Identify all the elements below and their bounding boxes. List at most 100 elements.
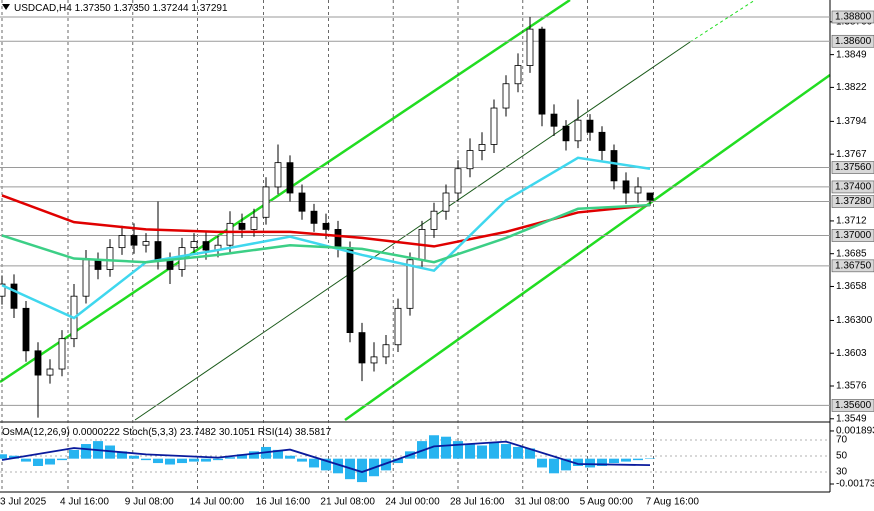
level-label: 1.37280 xyxy=(835,196,872,207)
candle-body xyxy=(526,28,534,66)
level-box xyxy=(831,180,874,194)
osma-bar xyxy=(201,458,211,462)
level-box xyxy=(831,399,874,412)
osma-bar xyxy=(33,458,43,466)
y-tick-label: 1.3822 xyxy=(836,82,867,93)
osma-bar xyxy=(177,458,187,464)
stoch-signal: 30.1051 xyxy=(219,427,256,438)
candle-body xyxy=(274,162,282,188)
candle-body xyxy=(574,119,582,142)
candle-body xyxy=(610,150,618,182)
candle-body xyxy=(634,186,642,194)
level-label: 1.37560 xyxy=(835,162,872,173)
osma-bar xyxy=(537,458,547,468)
candle-body xyxy=(118,235,126,249)
candle-body xyxy=(394,307,402,346)
level-box xyxy=(831,10,874,24)
channel-middle xyxy=(134,41,691,421)
stoch-main: 23.7482 xyxy=(180,427,217,438)
candle-body xyxy=(370,356,378,364)
candle-body xyxy=(142,241,150,246)
y-tick-label: 1.3603 xyxy=(836,348,867,359)
osma-tick-label: 0.001893 xyxy=(836,426,874,437)
level-box xyxy=(831,161,874,174)
osma-bar xyxy=(69,449,79,459)
osma-bar xyxy=(165,458,175,465)
osma-bar xyxy=(525,448,535,459)
candle-body xyxy=(514,65,522,85)
x-tick-label: 21 Jul 08:00 xyxy=(320,497,375,508)
candle-body xyxy=(202,241,210,251)
candle-body xyxy=(586,119,594,133)
candle-body xyxy=(58,338,66,370)
x-tick-label: 24 Jul 00:00 xyxy=(385,497,440,508)
candle-body xyxy=(46,368,54,376)
menu-arrow[interactable] xyxy=(2,4,10,10)
osma-bar xyxy=(453,441,463,459)
osma-bar xyxy=(189,458,199,462)
candle-body xyxy=(322,222,330,230)
y-tick-label: 1.3794 xyxy=(836,116,867,127)
osma-bar xyxy=(609,458,619,464)
candle-body xyxy=(454,168,462,194)
candle-body xyxy=(34,350,42,376)
osma-bar xyxy=(645,458,655,459)
osma-bar xyxy=(561,458,571,471)
channel-upper xyxy=(0,0,571,384)
osma-bar xyxy=(225,457,235,459)
candle-body xyxy=(94,259,102,270)
y-tick-label: 1.3576 xyxy=(836,381,867,392)
candle-body xyxy=(262,186,270,218)
osma-bar xyxy=(633,458,643,461)
osma-bar xyxy=(273,449,283,459)
candle-body xyxy=(298,192,306,212)
low-label: 1.37244 xyxy=(152,3,189,14)
level-label: 1.38600 xyxy=(835,36,872,47)
osma-bar xyxy=(477,445,487,459)
osma-bar xyxy=(21,458,31,462)
osma-bar xyxy=(153,458,163,464)
level-label: 1.36750 xyxy=(835,260,872,271)
candle-body xyxy=(622,180,630,194)
y-tick-label: 1.3849 xyxy=(836,49,867,60)
level-box xyxy=(831,259,874,273)
osma-bar xyxy=(249,451,259,459)
osma-bar xyxy=(321,458,331,471)
candle-body xyxy=(310,210,318,224)
osma-tick-label: -0.001730 xyxy=(836,479,874,490)
osma-bar xyxy=(0,454,7,459)
header: USDCAD,H4 1.37350 1.37350 1.37244 1.3729… xyxy=(14,3,228,14)
osma-bar xyxy=(57,458,67,461)
candle-body xyxy=(154,241,162,261)
osma-bar xyxy=(573,458,583,466)
rsi-line xyxy=(1,440,651,473)
osma-bar xyxy=(489,442,499,459)
level-label: 1.37400 xyxy=(835,182,872,193)
moving-average xyxy=(1,203,651,264)
candle-body xyxy=(502,83,510,109)
x-tick-label: 14 Jul 00:00 xyxy=(190,497,245,508)
osma-value: 0.0000222 xyxy=(73,427,121,438)
candle-body xyxy=(478,144,486,151)
y-tick-label: 1.3658 xyxy=(836,281,867,292)
x-tick-label: 3 Jul 2025 xyxy=(0,497,47,508)
candle-body xyxy=(334,229,342,249)
x-tick-label: 5 Aug 00:00 xyxy=(580,497,634,508)
candle-body xyxy=(226,222,234,246)
x-tick-label: 16 Jul 16:00 xyxy=(256,497,311,508)
candle-body xyxy=(430,210,438,230)
y-tick-label: 1.36300 xyxy=(836,315,873,326)
candle-body xyxy=(466,150,474,170)
osma-bar xyxy=(309,458,319,468)
channel-middle-ext xyxy=(689,0,756,43)
candle-body xyxy=(562,125,570,142)
y-tick-label: 1.3685 xyxy=(836,248,867,259)
candle-body xyxy=(406,259,414,309)
osma-bar xyxy=(357,458,367,483)
osma-bar xyxy=(117,451,127,459)
candle-body xyxy=(442,192,450,212)
candle-body xyxy=(238,222,246,230)
y-tick-label: 1.3549 xyxy=(836,413,867,424)
